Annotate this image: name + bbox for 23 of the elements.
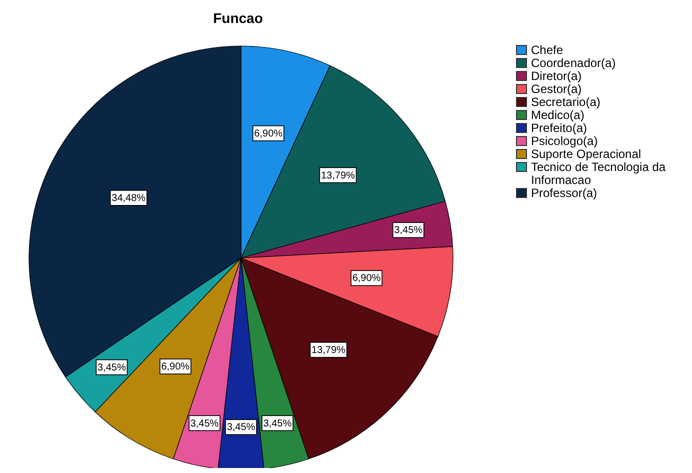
- data-label: 3,45%: [263, 418, 292, 430]
- legend-label: Medico(a): [531, 108, 584, 122]
- data-label: 13,79%: [312, 344, 346, 356]
- legend-label: Diretor(a): [531, 69, 582, 83]
- legend-label: Secretario(a): [531, 95, 600, 109]
- data-label: 6,90%: [254, 128, 283, 140]
- data-label: 3,45%: [394, 225, 423, 236]
- data-label: 3,45%: [226, 422, 256, 434]
- data-label: 3,45%: [190, 418, 219, 430]
- data-label: 3,45%: [98, 362, 126, 374]
- data-label: 34,48%: [112, 193, 146, 204]
- legend-label: Prefeito(a): [531, 121, 588, 135]
- legend-label: Suporte Operacional: [531, 147, 642, 161]
- legend-label: Chefe: [531, 43, 564, 57]
- chart-title: Funcao: [212, 10, 264, 26]
- legend-label: Psicologo(a): [531, 134, 598, 148]
- legend-label: Gestor(a): [531, 82, 582, 96]
- data-label: 13,79%: [320, 170, 356, 182]
- data-label: 6,90%: [161, 362, 190, 373]
- data-label: 6,90%: [352, 273, 381, 284]
- legend-label: Professor(a): [531, 186, 598, 200]
- legend-label: Coordenador(a): [531, 56, 616, 70]
- legend-label: Tecnico de Tecnologia da Informacao: [531, 160, 667, 187]
